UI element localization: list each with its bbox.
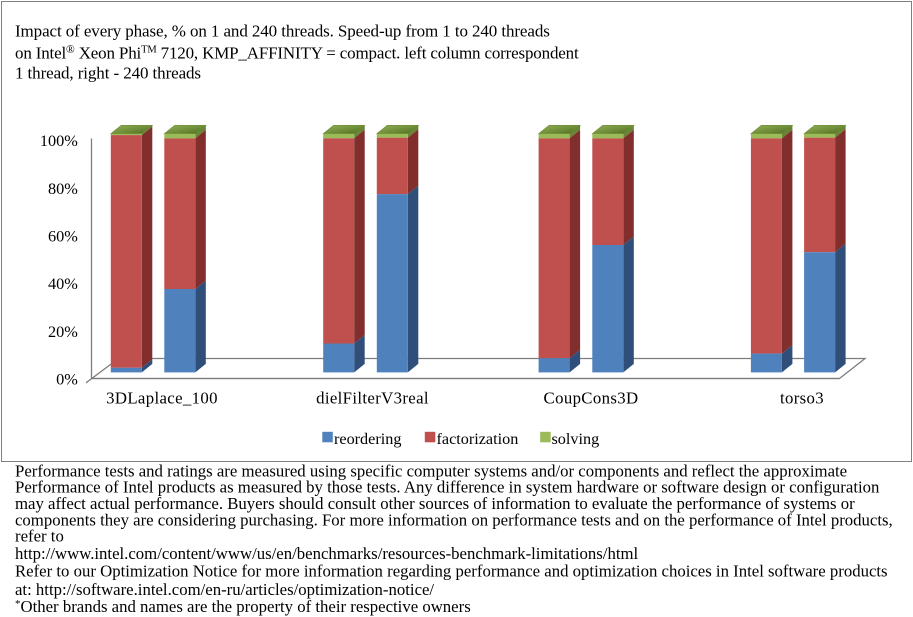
svg-text:torso3: torso3 (780, 389, 824, 408)
svg-text:on Intel® Xeon PhiTM 7120, KMP: on Intel® Xeon PhiTM 7120, KMP_AFFINITY … (15, 43, 579, 62)
svg-text:reordering: reordering (334, 430, 401, 448)
svg-text:Performance tests and ratings: Performance tests and ratings are measur… (15, 461, 847, 480)
svg-text:solving: solving (552, 430, 600, 448)
svg-text:may affect actual performance.: may affect actual performance. Buyers sh… (15, 494, 855, 513)
svg-text:dielFilterV3real: dielFilterV3real (316, 389, 429, 408)
svg-text:factorization: factorization (437, 430, 519, 448)
svg-text:40%: 40% (48, 274, 78, 293)
svg-text:Performance of Intel products: Performance of Intel products as measure… (15, 478, 880, 497)
svg-text:3DLaplace_100: 3DLaplace_100 (106, 389, 218, 408)
svg-text:80%: 80% (48, 179, 78, 198)
svg-text:*Other brands and names are th: *Other brands and names are the property… (15, 597, 471, 616)
svg-text:20%: 20% (48, 322, 78, 341)
svg-text:0%: 0% (56, 369, 78, 388)
svg-text:Refer to our Optimization Noti: Refer to our Optimization Notice for mor… (15, 561, 888, 580)
svg-text:at: http://software.intel.com/: at: http://software.intel.com/en-ru/arti… (15, 580, 434, 599)
svg-text:Impact of every phase, % on 1: Impact of every phase, % on 1 and 240 th… (15, 22, 550, 41)
svg-text:100%: 100% (40, 131, 78, 150)
svg-text:http://www.intel.com/content/w: http://www.intel.com/content/www/us/en/b… (15, 544, 639, 563)
svg-text:refer to: refer to (15, 527, 64, 546)
svg-text:1 thread, right - 240 threads: 1 thread, right - 240 threads (15, 64, 201, 83)
svg-text:60%: 60% (48, 227, 78, 246)
svg-text:components they are considerin: components they are considering purchasi… (15, 510, 893, 529)
svg-text:CoupCons3D: CoupCons3D (544, 389, 639, 408)
